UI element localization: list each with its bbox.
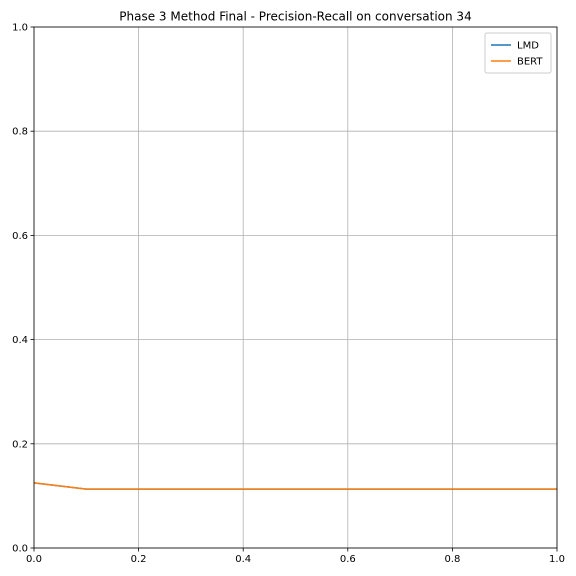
x-tick-label: 1.0: [549, 554, 565, 565]
y-tick-label: 0.0: [12, 544, 28, 555]
x-tick-label: 0.6: [340, 554, 356, 565]
legend-box: [484, 32, 552, 74]
x-tick-label: 0.4: [235, 554, 251, 565]
y-tick-label: 1.0: [12, 23, 28, 34]
y-tick-label: 0.4: [12, 335, 28, 346]
x-tick-label: 0.8: [444, 554, 460, 565]
chart-title: Phase 3 Method Final - Precision-Recall …: [119, 10, 471, 24]
plot-frame: [33, 26, 558, 549]
series-line: [33, 482, 557, 490]
x-tick-label: 0.2: [131, 554, 147, 565]
legend-label: LMD: [517, 41, 539, 52]
legend-label: BERT: [517, 57, 543, 68]
x-tick-label: 0.0: [26, 554, 42, 565]
y-tick-label: 0.6: [12, 231, 28, 242]
y-tick-label: 0.8: [12, 127, 28, 138]
y-tick-label: 0.2: [12, 439, 28, 450]
